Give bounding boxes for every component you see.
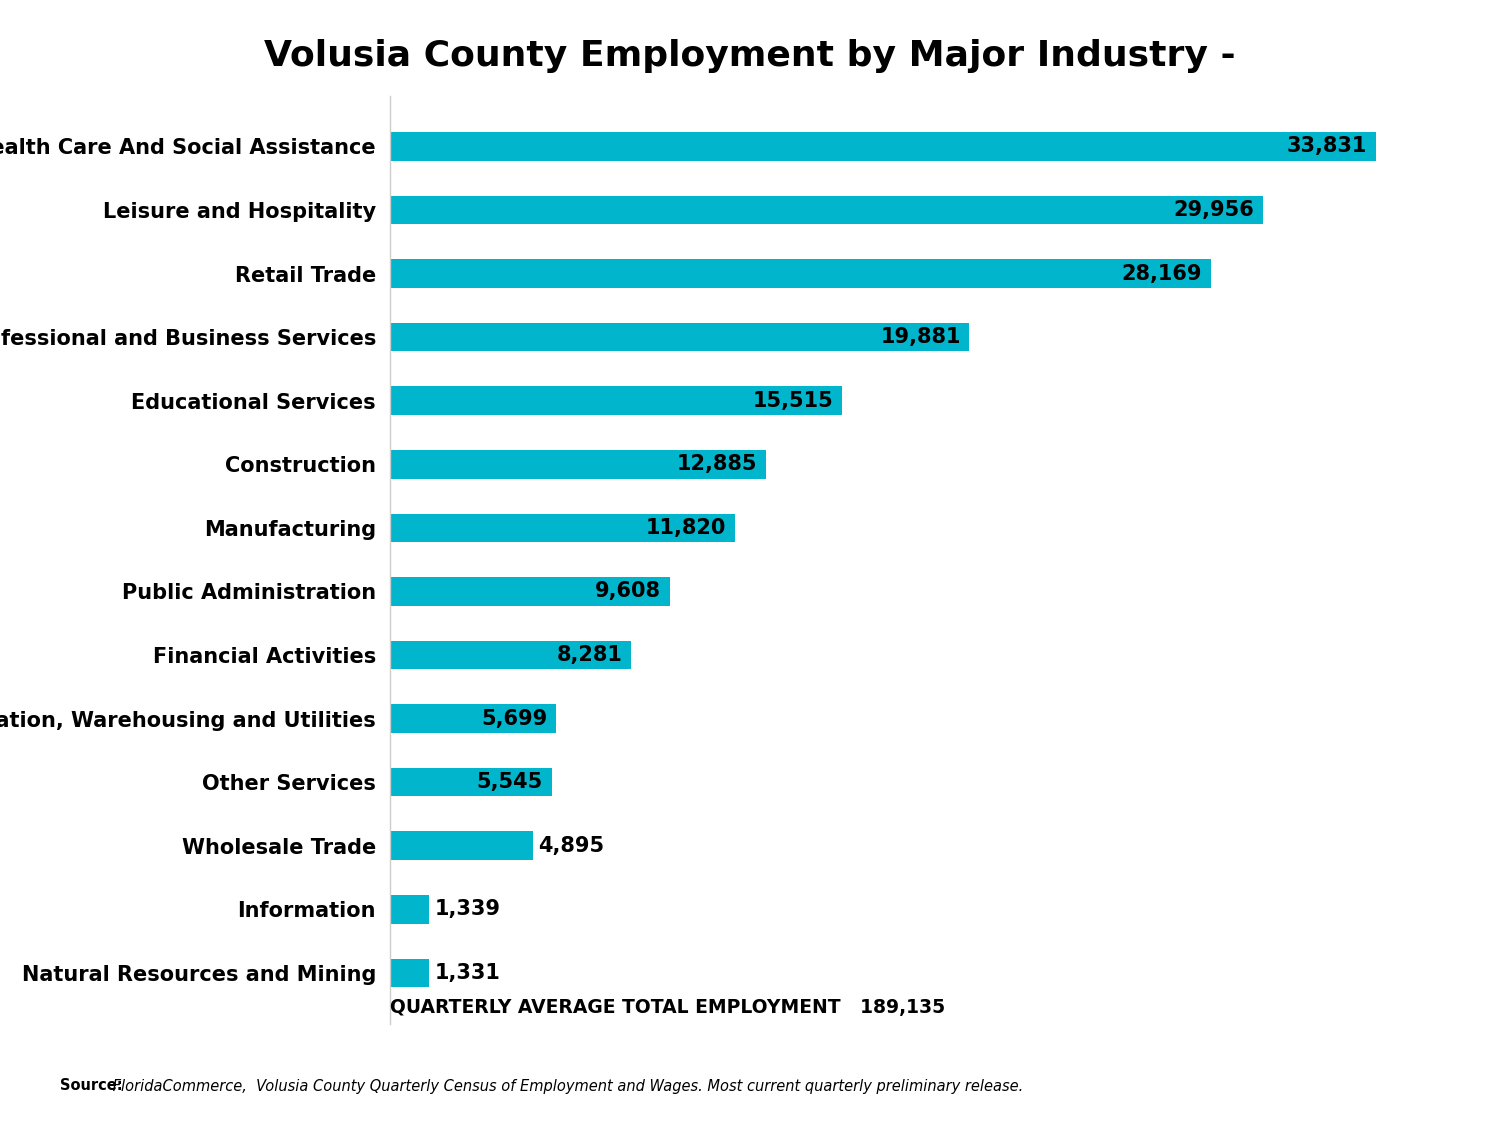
Text: FloridaCommerce,  Volusia County Quarterly Census of Employment and Wages. Most : FloridaCommerce, Volusia County Quarterl… (108, 1079, 1023, 1094)
Text: Source:: Source: (60, 1079, 123, 1094)
Text: 11,820: 11,820 (645, 518, 726, 538)
Bar (390, 768, 552, 796)
Bar (390, 958, 429, 988)
Text: 15,515: 15,515 (753, 390, 834, 411)
Text: 12,885: 12,885 (676, 455, 758, 475)
Text: QUARTERLY AVERAGE TOTAL EMPLOYMENT   189,135: QUARTERLY AVERAGE TOTAL EMPLOYMENT 189,1… (390, 998, 945, 1017)
Text: 28,169: 28,169 (1122, 263, 1203, 284)
Bar (390, 260, 1210, 288)
Text: 5,699: 5,699 (482, 709, 548, 729)
Bar (390, 577, 670, 605)
Bar (390, 132, 1376, 161)
Bar (390, 831, 532, 860)
Text: 1,331: 1,331 (435, 963, 501, 983)
Text: 1,339: 1,339 (435, 899, 501, 919)
Text: Volusia County Employment by Major Industry -: Volusia County Employment by Major Indus… (264, 39, 1236, 73)
Text: 19,881: 19,881 (880, 327, 960, 348)
Bar (390, 514, 735, 542)
Text: 8,281: 8,281 (556, 645, 622, 665)
Bar (390, 896, 429, 924)
Bar (390, 704, 556, 732)
Bar (390, 641, 632, 669)
Bar (390, 196, 1263, 224)
Text: 4,895: 4,895 (538, 836, 604, 856)
Text: 5,545: 5,545 (477, 772, 543, 792)
Bar (390, 323, 969, 351)
Bar (390, 450, 765, 478)
Text: 29,956: 29,956 (1173, 200, 1254, 221)
Bar (390, 387, 842, 415)
Text: 33,831: 33,831 (1287, 136, 1368, 156)
Text: 9,608: 9,608 (596, 582, 662, 602)
